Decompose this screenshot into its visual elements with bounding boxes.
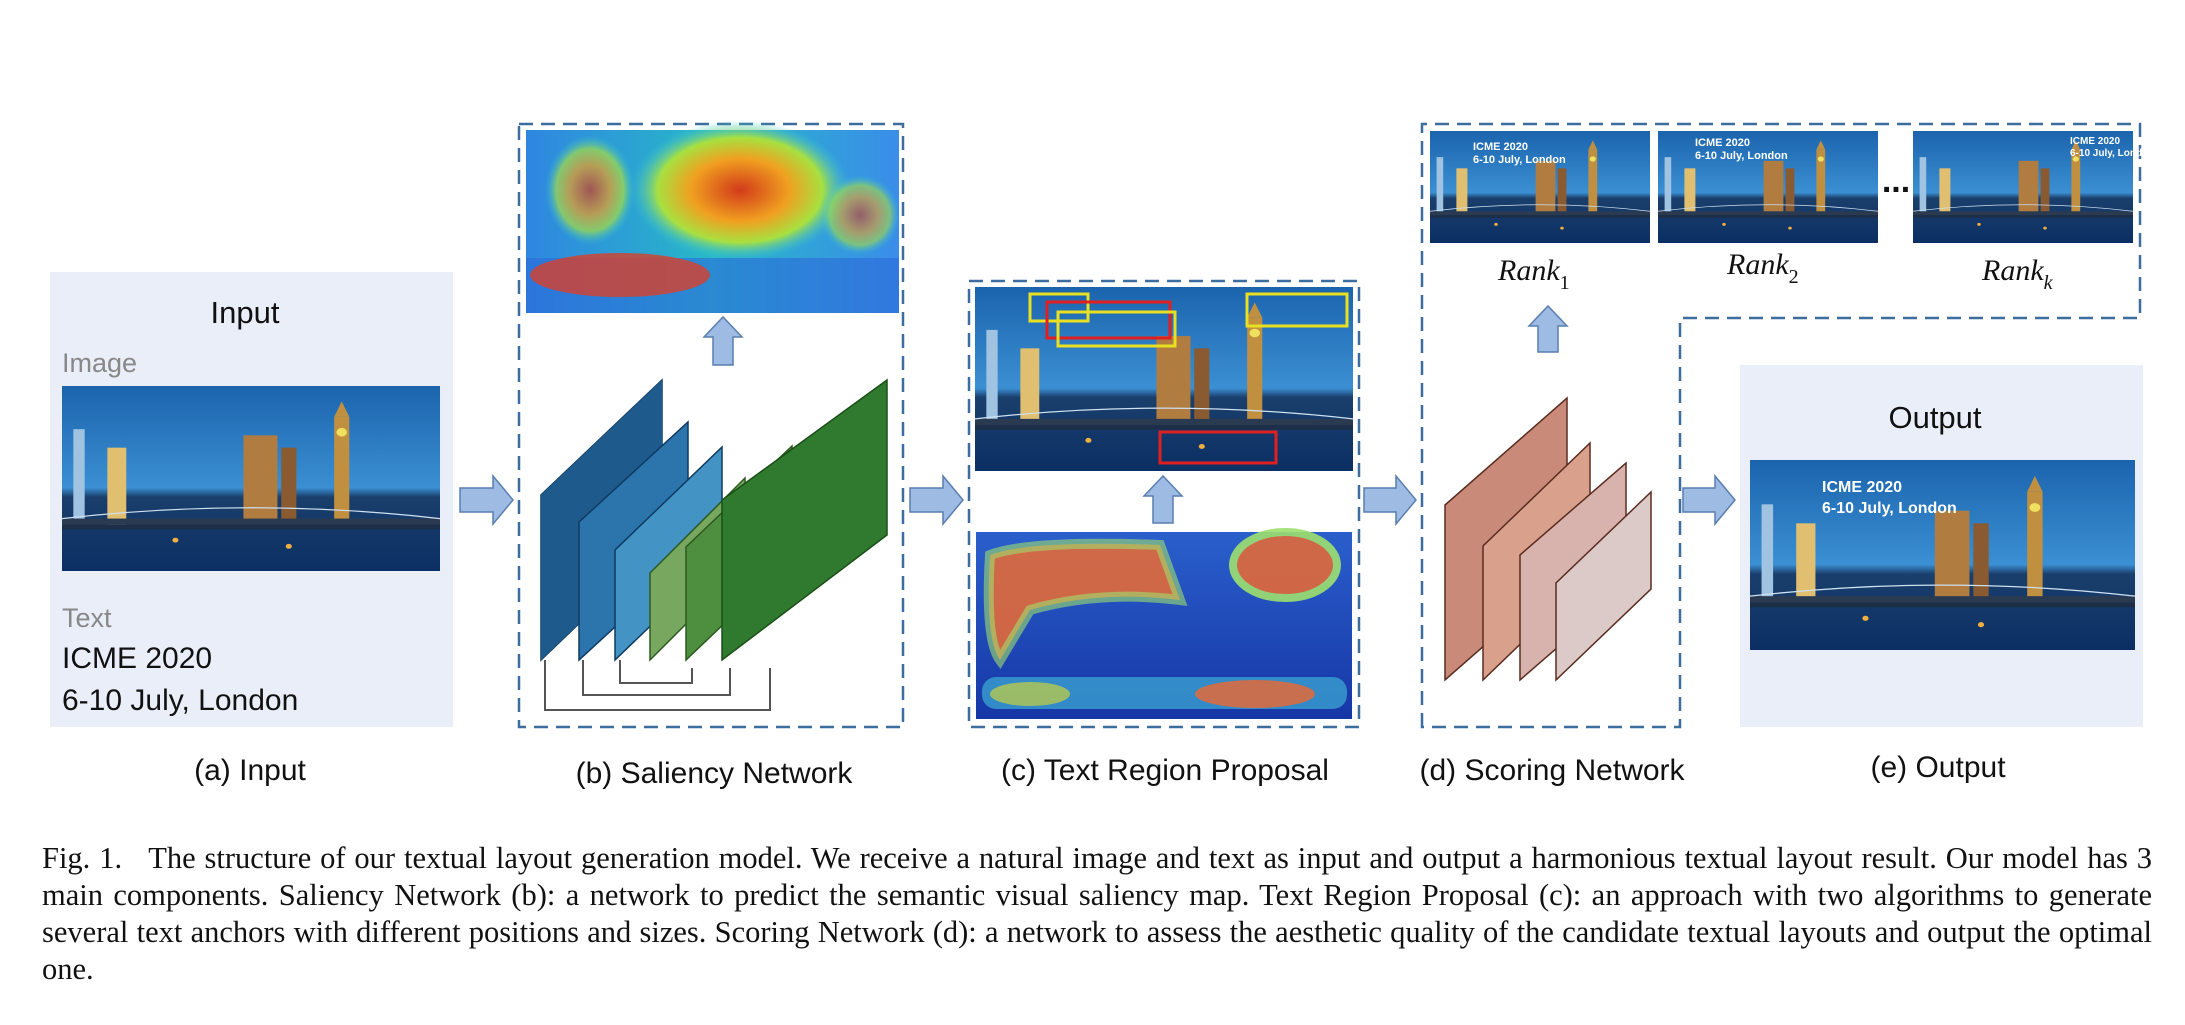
rank-thumbnails bbox=[1430, 131, 2133, 243]
scoring-network-layers bbox=[1444, 396, 1652, 682]
arrow-proposal-up bbox=[1142, 474, 1184, 524]
input-text-line1: ICME 2020 bbox=[62, 642, 212, 675]
proposal-boxes bbox=[1028, 292, 1349, 465]
input-image-label: Image bbox=[62, 348, 137, 378]
thumb1-line1: ICME 2020 bbox=[1473, 141, 1528, 153]
caption-proposal: (c) Text Region Proposal bbox=[1001, 754, 1329, 787]
figure-caption-label: Fig. 1. bbox=[42, 841, 140, 875]
arrow-a-b bbox=[459, 473, 514, 527]
arrow-d-e bbox=[1682, 473, 1736, 527]
proposal-heatmap bbox=[976, 528, 1352, 719]
caption-saliency: (b) Saliency Network bbox=[576, 757, 854, 790]
rank-2-label: Rank2 bbox=[1726, 248, 1799, 288]
scoring-panel bbox=[1420, 122, 2142, 729]
thumb2-line2: 6-10 July, London bbox=[1695, 150, 1788, 162]
caption-scoring: (d) Scoring Network bbox=[1419, 754, 1685, 787]
input-image bbox=[62, 386, 440, 571]
saliency-network-layers bbox=[540, 378, 888, 711]
caption-output: (e) Output bbox=[1870, 751, 2006, 784]
output-title: Output bbox=[1888, 400, 1981, 435]
rank-1-label: Rank1 bbox=[1497, 254, 1570, 294]
thumb3-line1: ICME 2020 bbox=[2070, 136, 2120, 147]
thumb1-line2: 6-10 July, London bbox=[1473, 154, 1566, 166]
figure-caption-text: The structure of our textual layout gene… bbox=[42, 841, 2153, 986]
output-image bbox=[1750, 460, 2135, 650]
saliency-map bbox=[526, 120, 900, 313]
arrow-b-c bbox=[909, 473, 964, 527]
rank-ellipsis: ... bbox=[1882, 162, 1910, 200]
saliency-panel bbox=[517, 122, 905, 729]
figure-caption: Fig. 1. The structure of our textual lay… bbox=[42, 840, 2152, 988]
rank-k-label: Rankk bbox=[1981, 254, 2054, 294]
output-overlay-line2: 6-10 July, London bbox=[1822, 500, 1957, 517]
arrow-scoring-up bbox=[1527, 304, 1569, 353]
thumb2-line1: ICME 2020 bbox=[1695, 137, 1750, 149]
thumb3-line2: 6-10 July, London bbox=[2070, 148, 2154, 159]
proposal-image bbox=[975, 287, 1353, 471]
arrow-saliency-up bbox=[702, 315, 744, 366]
input-text-label: Text bbox=[62, 603, 112, 633]
input-text-line2: 6-10 July, London bbox=[62, 684, 298, 717]
arrow-c-d bbox=[1363, 473, 1417, 527]
output-overlay-line1: ICME 2020 bbox=[1822, 479, 1902, 496]
input-title: Input bbox=[211, 295, 280, 330]
caption-input: (a) Input bbox=[194, 754, 306, 787]
